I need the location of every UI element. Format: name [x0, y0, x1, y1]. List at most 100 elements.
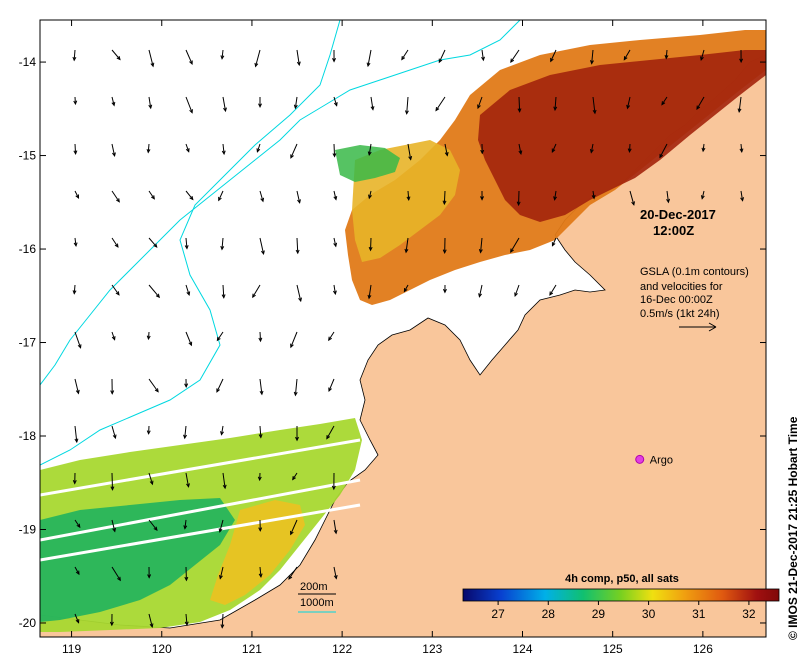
velocity-arrow — [510, 49, 520, 64]
sst-patch-south-green — [40, 498, 235, 622]
velocity-arrow — [333, 519, 338, 535]
lon-axis: 119 120 121 122 123 124 125 126 — [62, 20, 713, 656]
velocity-arrow — [110, 472, 115, 491]
lon-tick-label: 121 — [242, 642, 262, 656]
colorbar-tick-label: 28 — [542, 607, 556, 621]
velocity-arrow — [257, 472, 262, 482]
velocity-arrow — [222, 472, 227, 490]
velocity-arrow — [666, 190, 671, 204]
lat-tick-label: -18 — [19, 429, 37, 443]
velocity-arrow — [510, 237, 520, 253]
velocity-arrow — [222, 96, 227, 113]
velocity-arrow — [72, 49, 77, 62]
velocity-arrow — [296, 284, 302, 303]
velocity-arrow — [553, 190, 558, 201]
colorbar-tick-label: 30 — [642, 607, 656, 621]
velocity-arrow — [366, 49, 372, 68]
lat-tick-label: -16 — [19, 242, 37, 256]
svg-text:GSLA (0.1m contours): GSLA (0.1m contours) — [640, 266, 749, 278]
velocity-arrow — [700, 190, 705, 200]
velocity-arrow — [74, 378, 80, 395]
velocity-arrow — [404, 96, 409, 115]
velocity-arrow — [740, 190, 745, 202]
velocity-arrow — [148, 378, 159, 393]
velocity-arrow — [700, 49, 705, 62]
velocity-arrow — [216, 378, 224, 393]
velocity-arrow — [183, 519, 188, 530]
velocity-arrow — [367, 143, 372, 157]
velocity-arrow — [549, 284, 557, 296]
velocity-arrow — [110, 378, 115, 395]
velocity-arrow — [370, 96, 375, 111]
velocity-arrow — [481, 49, 485, 62]
lon-tick-label: 122 — [332, 642, 352, 656]
velocity-arrow — [219, 566, 224, 580]
velocity-arrow — [254, 49, 261, 68]
velocity-arrow — [148, 519, 158, 531]
velocity-arrow — [258, 566, 263, 578]
velocity-arrow — [367, 284, 372, 300]
velocity-arrow — [147, 566, 152, 579]
velocity-arrow — [696, 96, 705, 111]
velocity-arrow — [288, 566, 298, 580]
velocity-arrow — [259, 237, 265, 256]
lat-tick-label: -14 — [19, 55, 37, 69]
velocity-arrows — [72, 49, 745, 629]
velocity-arrow — [146, 425, 151, 435]
velocity-arrow — [514, 284, 520, 297]
svg-text:0.5m/s (1kt 24h): 0.5m/s (1kt 24h) — [640, 308, 719, 320]
velocity-arrow — [111, 425, 117, 440]
velocity-arrow — [290, 331, 298, 349]
velocity-arrow — [659, 143, 668, 159]
velocity-arrow — [185, 331, 193, 347]
velocity-arrow — [72, 472, 77, 485]
velocity-arrow — [258, 425, 263, 439]
lon-tick-label: 119 — [62, 642, 81, 656]
map-time: 12:00Z — [653, 223, 694, 238]
velocity-arrow — [401, 49, 409, 61]
velocity-arrow — [185, 284, 191, 297]
velocity-arrow — [258, 331, 263, 343]
velocity-arrow — [218, 519, 224, 533]
colorbar-tick-label: 31 — [692, 607, 706, 621]
velocity-arrow — [591, 190, 596, 200]
svg-text:1000m: 1000m — [300, 597, 334, 609]
velocity-arrow — [148, 472, 154, 486]
velocity-arrow — [109, 613, 114, 627]
velocity-arrow — [368, 190, 372, 200]
velocity-arrow — [111, 190, 120, 203]
lon-tick-label: 123 — [422, 642, 442, 656]
velocity-arrow — [146, 331, 151, 341]
velocity-arrow — [550, 49, 557, 63]
isobath-1000m — [40, 20, 521, 386]
velocity-arrow — [627, 143, 632, 153]
velocity-arrow — [111, 237, 119, 248]
velocity-arrow — [664, 49, 669, 60]
velocity-arrow — [74, 519, 81, 529]
velocity-arrow — [111, 331, 116, 341]
svg-text:4h comp, p50, all sats: 4h comp, p50, all sats — [565, 573, 679, 585]
velocity-arrow — [185, 472, 190, 488]
velocity-arrow — [435, 96, 446, 112]
lat-axis: -14 -15 -16 -17 -18 -19 -20 — [19, 55, 766, 630]
velocity-arrow — [739, 49, 744, 64]
velocity-arrow — [74, 425, 79, 444]
velocity-arrow — [333, 566, 338, 580]
velocity-arrow — [148, 613, 154, 628]
velocity-arrow — [74, 331, 82, 349]
svg-text:16-Dec 00:00Z: 16-Dec 00:00Z — [640, 294, 713, 306]
velocity-arrow — [220, 425, 224, 436]
velocity-arrow — [661, 96, 668, 106]
argo-marker: Argo — [635, 454, 673, 466]
velocity-arrow — [326, 425, 335, 440]
velocity-arrow — [185, 143, 190, 153]
velocity-arrow — [218, 190, 224, 202]
velocity-arrow — [332, 143, 337, 158]
velocity-arrow — [328, 331, 335, 342]
velocity-arrow — [551, 237, 557, 247]
velocity-arrow — [331, 472, 336, 491]
map-date: 20-Dec-2017 — [640, 207, 716, 222]
velocity-arrow — [148, 237, 158, 248]
velocity-arrow — [328, 378, 335, 393]
velocity-arrow — [444, 143, 449, 157]
